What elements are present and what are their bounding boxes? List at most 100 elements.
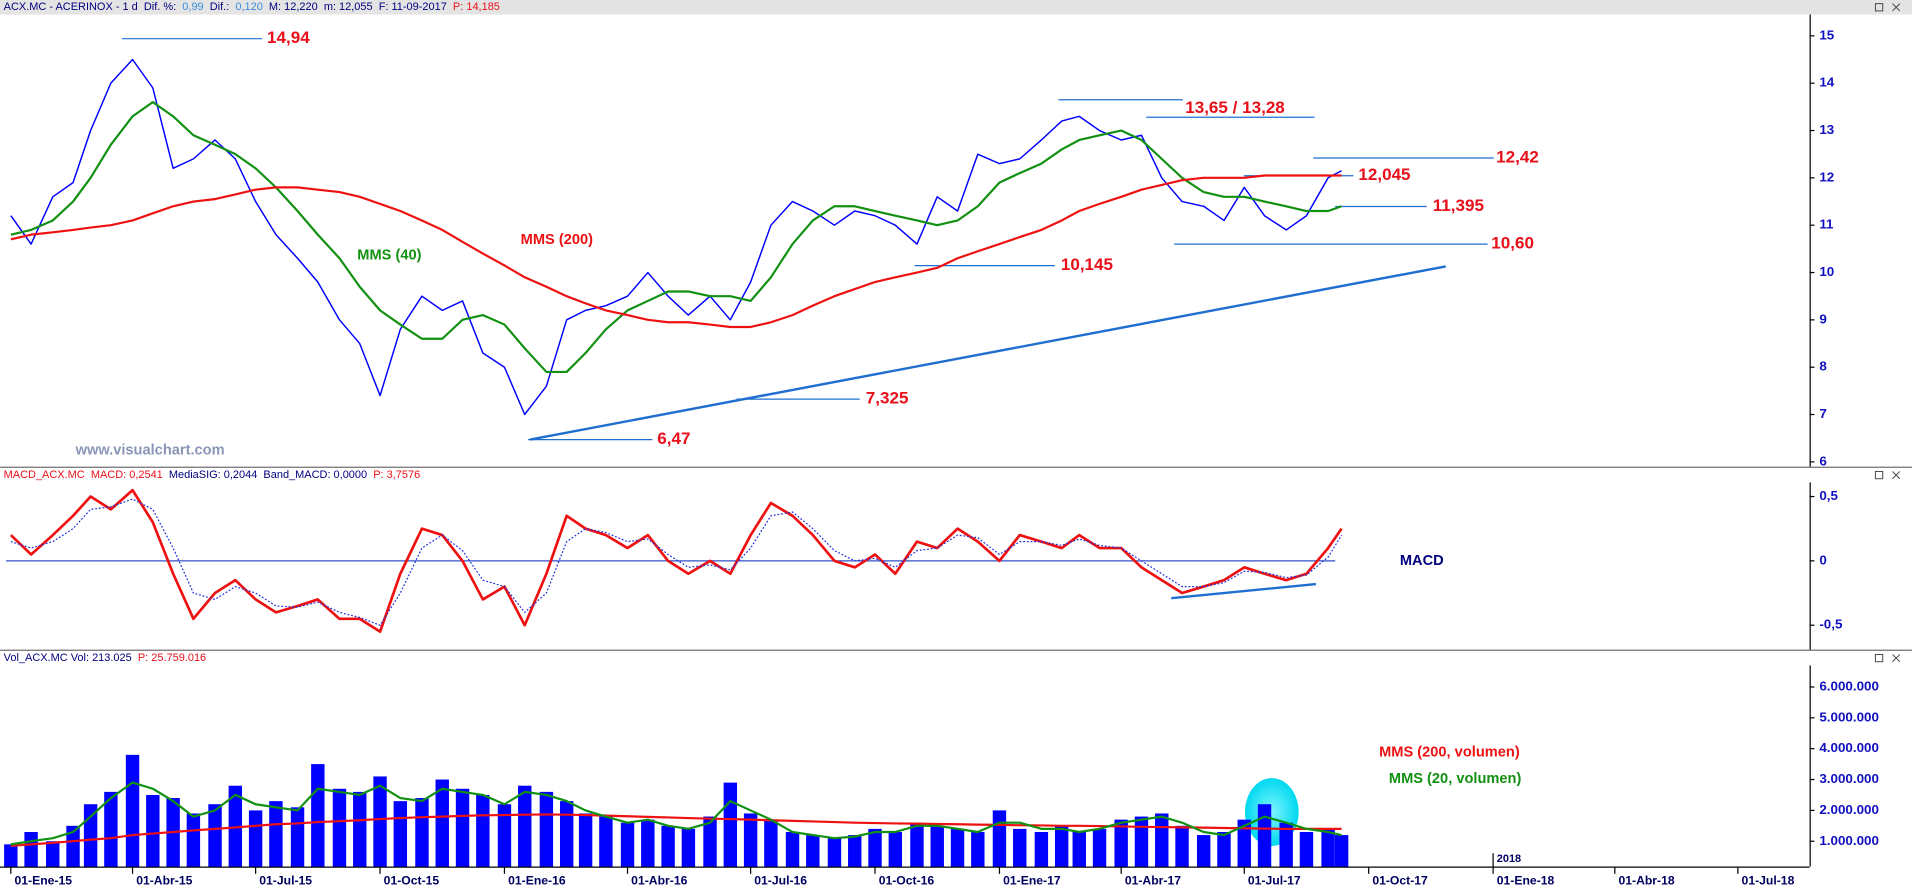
series-label: MACD [1400, 553, 1444, 569]
volume-bar [332, 788, 347, 867]
header-item: 0,99 [182, 1, 203, 13]
volume-bar [868, 828, 882, 867]
x-tick-label: 01-Abr-15 [136, 873, 192, 887]
y-tick-label: 2.000.000 [1819, 802, 1879, 817]
level-label: 11,395 [1433, 196, 1484, 215]
volume-bar [1054, 825, 1069, 867]
panel-header: ACX.MC - ACERINOX - 1 d Dif. %: 0,99 Dif.: 0… [4, 1, 500, 13]
volume-bar [578, 813, 593, 867]
volume-bar [910, 822, 924, 867]
volume-bar [703, 816, 717, 867]
volume-bar [393, 801, 408, 867]
volume-bar [476, 794, 490, 867]
y-tick-label: 1.000.000 [1819, 833, 1879, 848]
panel-header: MACD_ACX.MC MACD: 0,2541 MediaSIG: 0,2044 B… [4, 469, 421, 481]
x-tick-label: 01-Ene-16 [508, 873, 566, 887]
volume-bar [435, 779, 449, 867]
volume-bar [1034, 831, 1049, 867]
volume-bar [1237, 819, 1251, 867]
x-tick-label: 01-Abr-16 [631, 873, 687, 887]
x-tick-label: 01-Ene-15 [14, 873, 72, 887]
x-tick-label: 01-Oct-15 [384, 873, 440, 887]
series-label: MMS (200, volumen) [1379, 744, 1520, 760]
header-item: F: 11-09-2017 [379, 1, 447, 13]
close-button[interactable] [1892, 654, 1901, 663]
volume-bar [1114, 819, 1128, 867]
volume-bar [599, 816, 613, 867]
header-item: P: 25.759.016 [138, 652, 206, 664]
level-label: 12,42 [1496, 148, 1539, 167]
y-tick-label: 5.000.000 [1819, 709, 1879, 724]
x-tick-label: 01-Oct-17 [1372, 873, 1428, 887]
y-tick-label: 0 [1819, 552, 1826, 567]
maximize-button[interactable] [1874, 3, 1884, 12]
volume-bar [827, 838, 842, 867]
x-tick-label: 01-Abr-18 [1618, 873, 1674, 887]
volume-bar [1175, 825, 1189, 867]
volume-bar [1257, 804, 1272, 867]
x-tick-label: 01-Jul-15 [259, 873, 312, 887]
header-item: P: 3,7576 [373, 469, 420, 481]
series-line [10, 498, 1343, 626]
volume-bar [4, 844, 18, 867]
close-button[interactable] [1892, 471, 1901, 480]
series-label: MMS (40) [357, 248, 421, 264]
level-label: 10,60 [1491, 234, 1534, 253]
maximize-button[interactable] [1874, 653, 1884, 663]
volume-bar [66, 825, 80, 867]
maximize-button[interactable] [1874, 470, 1884, 480]
header-item: MACD_ACX.MC [4, 469, 85, 481]
x-tick-label: 01-Abr-17 [1125, 873, 1181, 887]
x-tick-label: 01-Ene-17 [1003, 873, 1061, 887]
x-tick-label: 01-Oct-16 [879, 873, 935, 887]
volume-bar [1072, 831, 1086, 867]
series-line [10, 101, 1342, 374]
header-item: Band_MACD: 0,0000 [263, 469, 367, 481]
year-mark-label: 2018 [1497, 853, 1521, 865]
volume-bar [269, 801, 283, 867]
header-bar [0, 0, 1912, 15]
x-tick-label: 01-Jul-16 [754, 873, 807, 887]
volume-bar [1321, 828, 1335, 867]
series-line [10, 58, 1342, 416]
volume-bar [518, 785, 532, 867]
volume-bar [497, 804, 512, 867]
volume-bar [539, 791, 554, 867]
x-tick-label: 01-Ene-18 [1497, 873, 1555, 887]
series-label: MMS (20, volumen) [1389, 771, 1522, 787]
volume-bar [764, 819, 778, 867]
volume-bar [1279, 822, 1293, 867]
header-item: M: 12,220 [269, 1, 318, 13]
volume-bar [806, 835, 820, 867]
volume-bar [950, 828, 965, 867]
close-button[interactable] [1892, 3, 1901, 12]
y-tick-label: 8 [1819, 359, 1827, 374]
volume-bar [1134, 816, 1149, 867]
volume-bar [104, 791, 118, 867]
volume-bar [723, 782, 738, 867]
volume-bar [930, 825, 944, 867]
level-label: 10,145 [1061, 255, 1113, 274]
volume-bar [373, 776, 387, 867]
window-buttons[interactable] [1874, 3, 1901, 663]
series-label: MMS (200) [521, 232, 593, 248]
level-label: 12,045 [1358, 165, 1410, 184]
volume-bar [186, 813, 201, 867]
volume-bar [46, 841, 60, 867]
header-item: Dif. %: [144, 1, 176, 13]
volume-bar [208, 804, 222, 867]
level-label: 13,65 / 13,28 [1185, 98, 1285, 117]
volume-bar [848, 835, 862, 867]
header-item: P: 14,185 [453, 1, 500, 13]
level-label: 6,47 [657, 429, 690, 448]
level-label: 7,325 [866, 389, 909, 408]
volume-bar [559, 801, 574, 867]
volume-bar [971, 831, 985, 867]
volume-bar [311, 764, 325, 867]
header-item: 0,120 [235, 1, 262, 13]
volume-bar [24, 831, 38, 867]
volume-bar [992, 810, 1007, 867]
